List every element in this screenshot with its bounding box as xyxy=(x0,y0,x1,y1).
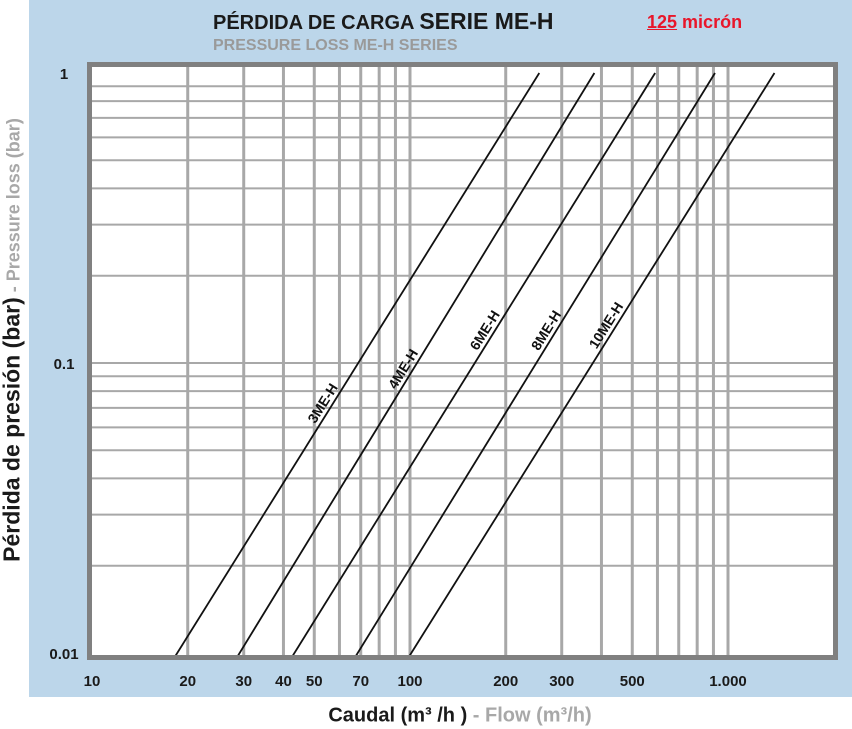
y-axis-label-es: Pérdida de presión (bar) xyxy=(0,297,25,562)
x-tick-label: 300 xyxy=(549,673,574,690)
plot-area xyxy=(92,67,833,655)
x-tick-label: 50 xyxy=(306,673,323,690)
x-axis-label: Caudal (m³ /h ) - Flow (m³/h) xyxy=(328,705,591,728)
micron-value: 125 xyxy=(647,12,678,32)
micron-rating: 125 micrón xyxy=(647,12,742,33)
series-line-10me-h xyxy=(408,72,776,655)
x-tick-label: 30 xyxy=(235,673,252,690)
x-tick-label: 70 xyxy=(352,673,369,690)
plot-frame xyxy=(87,62,838,660)
y-tick-label: 0.1 xyxy=(54,356,75,373)
title-series: SERIE ME-H xyxy=(419,8,554,34)
x-axis-label-en: - Flow (m³/h) xyxy=(467,704,592,727)
grid-lines xyxy=(92,67,833,655)
chart-title: PÉRDIDA DE CARGA SERIE ME-H xyxy=(213,8,554,35)
x-tick-label: 1.000 xyxy=(709,673,747,690)
x-tick-label: 100 xyxy=(397,673,422,690)
y-tick-label: 0.01 xyxy=(49,646,78,663)
x-tick-label: 500 xyxy=(620,673,645,690)
x-axis-label-es: Caudal (m³ /h ) xyxy=(328,704,468,727)
y-axis-label: Pérdida de presión (bar) - Pressure loss… xyxy=(0,118,26,562)
series-line-8me-h xyxy=(355,72,716,655)
chart-subtitle: PRESSURE LOSS ME-H SERIES xyxy=(213,37,458,54)
x-tick-label: 200 xyxy=(493,673,518,690)
x-tick-label: 20 xyxy=(179,673,196,690)
x-tick-label: 10 xyxy=(84,673,101,690)
series-line-3me-h xyxy=(174,72,541,655)
micron-unit: micrón xyxy=(677,12,743,32)
x-tick-label: 40 xyxy=(275,673,292,690)
series-line-4me-h xyxy=(237,72,596,655)
title-main: PÉRDIDA DE CARGA xyxy=(213,12,420,34)
y-tick-label: 1 xyxy=(60,66,68,83)
y-axis-label-en: - Pressure loss (bar) xyxy=(3,118,24,298)
tick-labels: 10 20 30 40 50 70 100 200 300 500 1.000 1 0.1 0.01 xyxy=(49,66,746,690)
series-line-6me-h xyxy=(292,72,656,655)
